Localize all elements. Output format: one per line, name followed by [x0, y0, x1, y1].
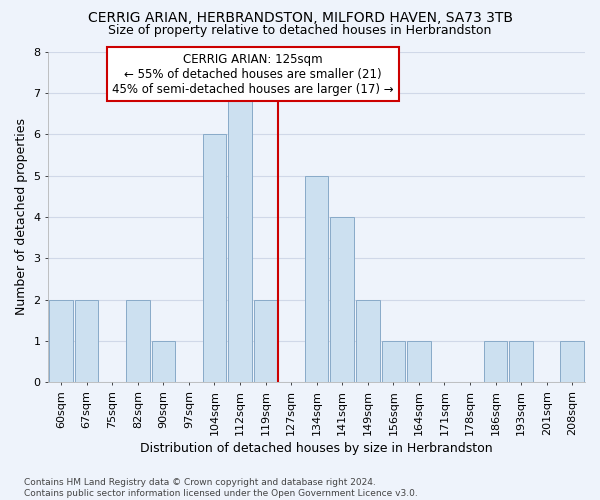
Bar [254, 300, 277, 382]
Bar [484, 341, 508, 382]
Bar [509, 341, 533, 382]
Y-axis label: Number of detached properties: Number of detached properties [15, 118, 28, 316]
Bar [356, 300, 380, 382]
Bar [49, 300, 73, 382]
Bar [75, 300, 98, 382]
Bar [560, 341, 584, 382]
Text: CERRIG ARIAN, HERBRANDSTON, MILFORD HAVEN, SA73 3TB: CERRIG ARIAN, HERBRANDSTON, MILFORD HAVE… [88, 11, 512, 25]
Text: CERRIG ARIAN: 125sqm
← 55% of detached houses are smaller (21)
45% of semi-detac: CERRIG ARIAN: 125sqm ← 55% of detached h… [112, 53, 394, 96]
X-axis label: Distribution of detached houses by size in Herbrandston: Distribution of detached houses by size … [140, 442, 493, 455]
Text: Size of property relative to detached houses in Herbrandston: Size of property relative to detached ho… [109, 24, 491, 37]
Bar [152, 341, 175, 382]
Bar [228, 93, 252, 382]
Bar [382, 341, 405, 382]
Bar [203, 134, 226, 382]
Bar [126, 300, 149, 382]
Text: Contains HM Land Registry data © Crown copyright and database right 2024.
Contai: Contains HM Land Registry data © Crown c… [24, 478, 418, 498]
Bar [305, 176, 328, 382]
Bar [331, 217, 354, 382]
Bar [407, 341, 431, 382]
